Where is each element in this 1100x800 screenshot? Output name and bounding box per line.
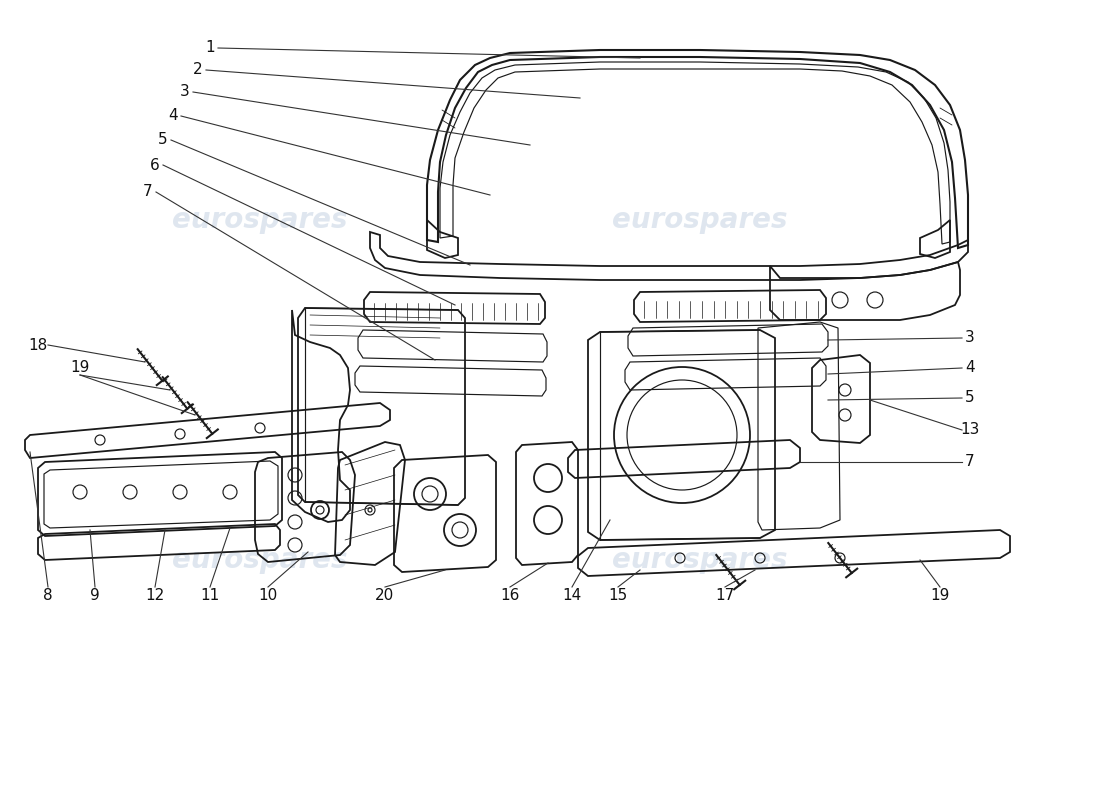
Text: 3: 3	[180, 85, 190, 99]
Text: 10: 10	[258, 587, 277, 602]
Text: 18: 18	[29, 338, 47, 353]
Text: 7: 7	[143, 185, 153, 199]
Text: 20: 20	[375, 587, 395, 602]
Text: 8: 8	[43, 587, 53, 602]
Text: 11: 11	[200, 587, 220, 602]
Text: 9: 9	[90, 587, 100, 602]
Text: 19: 19	[70, 361, 90, 375]
Text: 5: 5	[965, 390, 975, 406]
Text: 15: 15	[608, 587, 628, 602]
Text: 19: 19	[931, 587, 949, 602]
Text: eurospares: eurospares	[173, 206, 348, 234]
Text: 1: 1	[206, 41, 214, 55]
Text: 4: 4	[965, 361, 975, 375]
Text: 3: 3	[965, 330, 975, 346]
Text: 16: 16	[500, 587, 519, 602]
Text: 7: 7	[965, 454, 975, 470]
Text: 6: 6	[150, 158, 160, 173]
Text: eurospares: eurospares	[613, 206, 788, 234]
Text: eurospares: eurospares	[613, 546, 788, 574]
Text: 2: 2	[194, 62, 202, 78]
Text: 5: 5	[158, 133, 168, 147]
Text: 17: 17	[715, 587, 735, 602]
Text: 4: 4	[168, 109, 178, 123]
Text: 12: 12	[145, 587, 165, 602]
Text: eurospares: eurospares	[173, 546, 348, 574]
Text: 13: 13	[960, 422, 980, 438]
Text: 14: 14	[562, 587, 582, 602]
